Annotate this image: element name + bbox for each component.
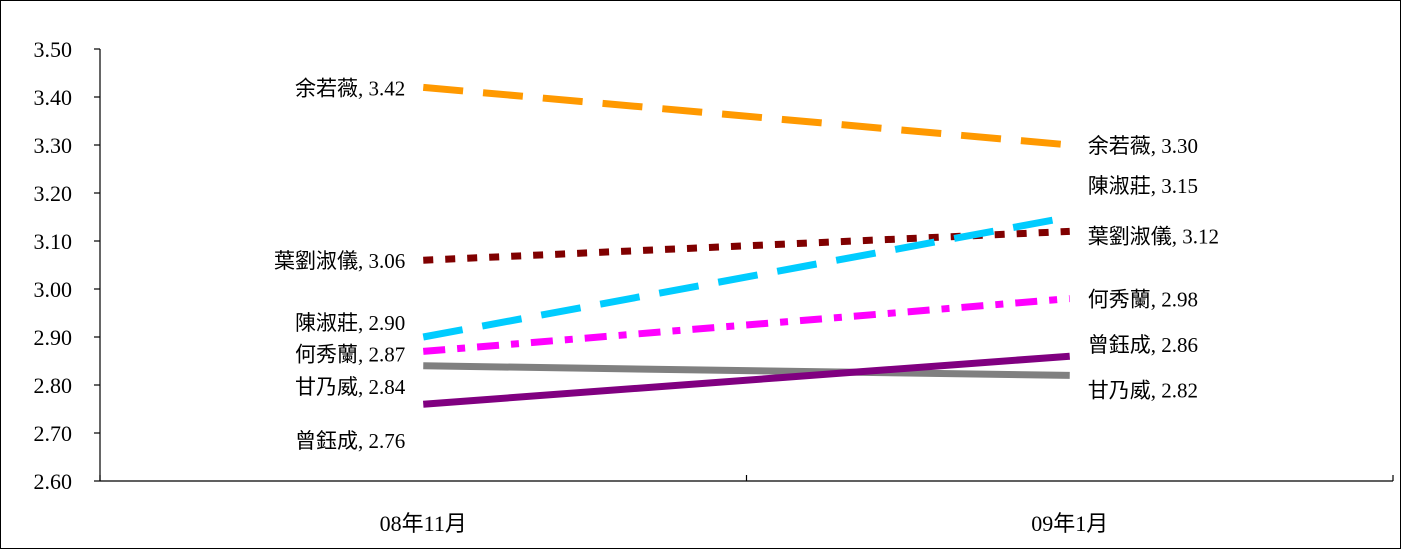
- series-line-5: [423, 362, 1070, 379]
- data-label: 余若薇, 3.42: [295, 76, 405, 100]
- y-tick-label: 3.40: [34, 85, 73, 110]
- y-tick-label: 3.00: [34, 277, 73, 302]
- series-line-4: [422, 295, 1071, 355]
- data-label: 何秀蘭, 2.98: [1088, 288, 1198, 312]
- series-line-3: [422, 213, 1071, 341]
- data-label: 甘乃威, 2.82: [1088, 378, 1198, 402]
- data-label: 陳淑莊, 3.15: [1088, 174, 1198, 198]
- series-line-1: [422, 83, 1071, 149]
- series-line-6: [422, 352, 1071, 408]
- y-tick-label: 3.10: [34, 229, 73, 254]
- y-tick-label: 2.80: [34, 373, 73, 398]
- data-label: 余若薇, 3.30: [1088, 134, 1198, 158]
- data-label: 葉劉淑儀, 3.06: [274, 249, 405, 273]
- y-tick-label: 2.90: [34, 325, 73, 350]
- data-label: 何秀蘭, 2.87: [295, 342, 405, 366]
- y-tick-label: 2.70: [34, 421, 73, 446]
- data-label: 曾鈺成, 2.86: [1088, 333, 1198, 357]
- data-label: 陳淑莊, 2.90: [295, 311, 405, 335]
- y-tick-label: 3.30: [34, 133, 73, 158]
- data-label: 甘乃威, 2.84: [295, 375, 406, 399]
- x-category-label: 09年1月: [1031, 511, 1108, 536]
- x-category-label: 08年11月: [380, 511, 467, 536]
- y-tick-label: 3.20: [34, 181, 73, 206]
- y-tick-label: 3.50: [34, 37, 73, 62]
- y-tick-label: 2.60: [34, 469, 73, 494]
- data-label: 曾鈺成, 2.76: [295, 429, 405, 453]
- data-label: 葉劉淑儀, 3.12: [1088, 224, 1219, 248]
